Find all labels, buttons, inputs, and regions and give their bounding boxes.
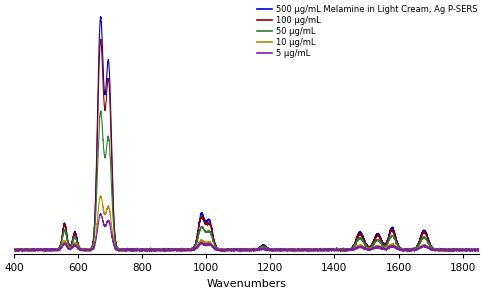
50 μg/mL (11, 248, 17, 252)
10 μg/mL (117, 250, 123, 253)
Legend: 500 μg/mL Melamine in Light Cream, Ag P-SERS, 100 μg/mL, 50 μg/mL, 10 μg/mL, 5 μ: 500 μg/mL Melamine in Light Cream, Ag P-… (257, 5, 478, 58)
50 μg/mL (290, 249, 296, 252)
5 μg/mL (98, 212, 103, 215)
500 μg/mL Melamine in Light Cream, Ag P-SERS (313, 248, 319, 251)
50 μg/mL (284, 250, 290, 254)
10 μg/mL (98, 194, 103, 198)
Line: 100 μg/mL: 100 μg/mL (14, 39, 479, 252)
50 μg/mL (393, 240, 399, 244)
100 μg/mL (189, 248, 195, 251)
X-axis label: Wavenumbers: Wavenumbers (206, 279, 286, 289)
5 μg/mL (476, 248, 482, 252)
500 μg/mL Melamine in Light Cream, Ag P-SERS (358, 231, 364, 234)
5 μg/mL (189, 248, 195, 252)
5 μg/mL (290, 248, 296, 252)
5 μg/mL (11, 248, 17, 252)
100 μg/mL (476, 248, 482, 251)
50 μg/mL (189, 248, 195, 251)
10 μg/mL (358, 244, 364, 248)
100 μg/mL (393, 238, 399, 241)
500 μg/mL Melamine in Light Cream, Ag P-SERS (96, 74, 101, 77)
100 μg/mL (137, 250, 142, 254)
100 μg/mL (11, 248, 17, 251)
Line: 50 μg/mL: 50 μg/mL (14, 111, 479, 252)
10 μg/mL (476, 248, 482, 251)
500 μg/mL Melamine in Light Cream, Ag P-SERS (189, 247, 195, 251)
500 μg/mL Melamine in Light Cream, Ag P-SERS (11, 247, 17, 251)
10 μg/mL (189, 248, 195, 251)
500 μg/mL Melamine in Light Cream, Ag P-SERS (476, 248, 482, 251)
10 μg/mL (393, 245, 399, 248)
50 μg/mL (476, 248, 482, 251)
10 μg/mL (11, 249, 17, 253)
Line: 500 μg/mL Melamine in Light Cream, Ag P-SERS: 500 μg/mL Melamine in Light Cream, Ag P-… (14, 17, 479, 252)
10 μg/mL (313, 248, 319, 252)
500 μg/mL Melamine in Light Cream, Ag P-SERS (342, 250, 348, 253)
5 μg/mL (177, 250, 183, 253)
500 μg/mL Melamine in Light Cream, Ag P-SERS (98, 15, 103, 18)
50 μg/mL (313, 248, 319, 251)
5 μg/mL (313, 249, 319, 252)
Line: 5 μg/mL: 5 μg/mL (14, 214, 479, 252)
50 μg/mL (96, 144, 101, 147)
10 μg/mL (290, 248, 296, 252)
100 μg/mL (98, 38, 104, 41)
5 μg/mL (393, 246, 399, 250)
100 μg/mL (358, 234, 364, 237)
50 μg/mL (98, 109, 103, 113)
500 μg/mL Melamine in Light Cream, Ag P-SERS (290, 248, 296, 252)
50 μg/mL (358, 238, 364, 241)
100 μg/mL (290, 248, 296, 252)
5 μg/mL (358, 245, 364, 248)
100 μg/mL (313, 247, 319, 251)
500 μg/mL Melamine in Light Cream, Ag P-SERS (393, 237, 399, 240)
100 μg/mL (96, 91, 101, 95)
10 μg/mL (96, 207, 101, 210)
Line: 10 μg/mL: 10 μg/mL (14, 196, 479, 252)
5 μg/mL (96, 221, 101, 224)
